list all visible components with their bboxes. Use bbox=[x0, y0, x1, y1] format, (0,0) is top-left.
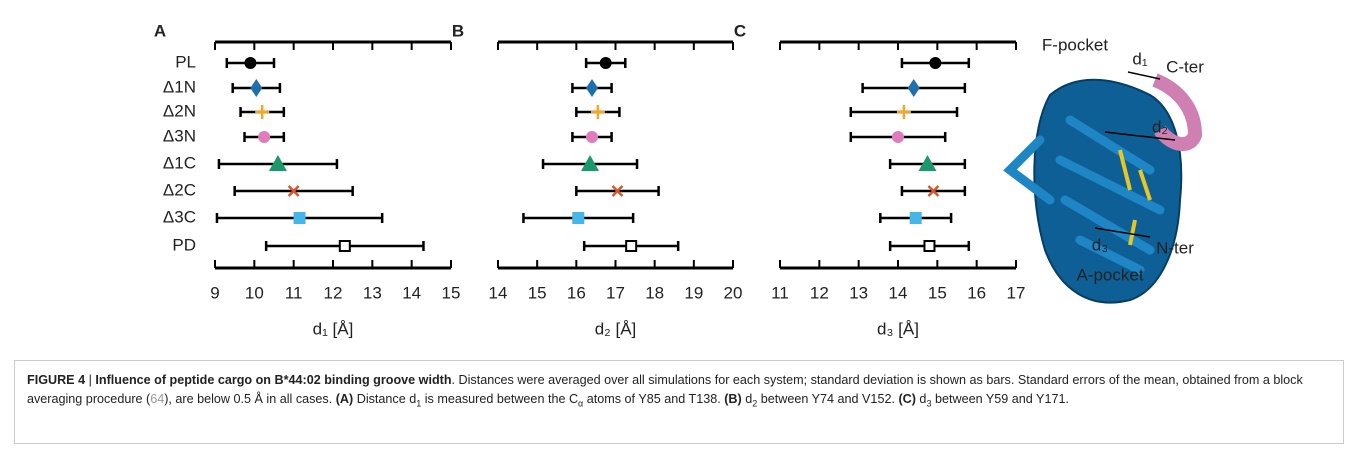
category-label: Δ1C bbox=[163, 153, 196, 172]
caption-run: ), are below 0.5 Å in all cases. bbox=[164, 392, 336, 406]
caption-run: | bbox=[85, 373, 96, 387]
x-tick-label: 15 bbox=[928, 283, 947, 302]
marker bbox=[590, 105, 605, 119]
marker bbox=[268, 155, 287, 171]
marker bbox=[909, 212, 922, 224]
x-axis-label: d₁ [Å] bbox=[313, 319, 354, 338]
structure-label: N-ter bbox=[1156, 238, 1194, 257]
caption-run: (C) bbox=[898, 392, 916, 406]
x-tick-label: 11 bbox=[285, 283, 303, 302]
x-tick-label: 14 bbox=[889, 283, 908, 302]
category-label: Δ1N bbox=[163, 77, 196, 96]
marker bbox=[244, 57, 257, 69]
x-tick-label: 19 bbox=[684, 283, 703, 302]
x-tick-label: 16 bbox=[567, 283, 586, 302]
caption: FIGURE 4 | Influence of peptide cargo on… bbox=[14, 360, 1344, 444]
marker bbox=[255, 105, 270, 119]
x-tick-label: 12 bbox=[324, 283, 343, 302]
caption-run: . Distances were averaged over all simul… bbox=[27, 373, 1303, 406]
caption-run: between Y74 and V152. bbox=[757, 392, 899, 406]
panel-label: C bbox=[734, 21, 746, 40]
category-label: Δ3C bbox=[163, 207, 196, 226]
protein-structure bbox=[1003, 71, 1203, 304]
x-tick-label: 15 bbox=[442, 283, 461, 302]
caption-run: between Y59 and Y171. bbox=[931, 392, 1069, 406]
marker bbox=[907, 79, 920, 97]
x-axis-label: d₂ [Å] bbox=[595, 319, 637, 338]
caption-run: 2 bbox=[752, 398, 758, 409]
structure-label: d₂ bbox=[1152, 117, 1168, 136]
caption-run: Influence of peptide cargo on B*44:02 bi… bbox=[95, 373, 452, 387]
x-tick-label: 14 bbox=[489, 283, 508, 302]
marker bbox=[338, 240, 351, 252]
structure-label: C-ter bbox=[1166, 57, 1204, 76]
marker bbox=[586, 79, 598, 97]
marker bbox=[892, 131, 904, 143]
x-tick-label: 9 bbox=[210, 283, 219, 302]
marker bbox=[581, 155, 600, 171]
x-tick-label: 16 bbox=[967, 283, 986, 302]
caption-run: 3 bbox=[926, 398, 932, 409]
caption-run: FIGURE 4 bbox=[27, 373, 86, 387]
marker bbox=[287, 185, 300, 197]
marker bbox=[250, 79, 263, 97]
marker bbox=[927, 185, 940, 197]
x-tick-label: 14 bbox=[402, 283, 421, 302]
structure-label: A-pocket bbox=[1076, 265, 1143, 284]
x-axis-label: d₃ [Å] bbox=[877, 319, 919, 338]
caption-run: Distance d bbox=[353, 392, 417, 406]
caption-run: d bbox=[915, 392, 927, 406]
structure-label: F-pocket bbox=[1042, 35, 1108, 54]
category-label: Δ3N bbox=[163, 126, 196, 145]
marker bbox=[599, 57, 612, 69]
category-label: Δ2N bbox=[163, 101, 196, 120]
caption-run: α bbox=[578, 398, 584, 409]
marker bbox=[918, 155, 937, 171]
caption-run: 1 bbox=[416, 398, 422, 409]
structure-label: d₁ bbox=[1132, 49, 1147, 68]
x-tick-label: 18 bbox=[645, 283, 664, 302]
x-tick-label: 17 bbox=[1007, 283, 1026, 302]
marker bbox=[293, 212, 306, 224]
caption-run: atoms of Y85 and T138. bbox=[583, 392, 725, 406]
marker bbox=[923, 240, 936, 252]
marker bbox=[611, 185, 624, 197]
figure: A 9 10 11 12 13 14 15 d₁ [Å] PL Δ1N Δ2N Δ3N Δ1C Δ2C Δ3C… bbox=[154, 21, 1204, 338]
category-label: Δ2C bbox=[163, 180, 196, 199]
x-tick-label: 17 bbox=[606, 283, 625, 302]
category-label: PL bbox=[175, 52, 196, 71]
caption-run: is measured between the C bbox=[421, 392, 579, 406]
x-tick-label: 11 bbox=[771, 283, 789, 302]
marker bbox=[625, 240, 638, 252]
category-label: PD bbox=[172, 235, 196, 254]
caption-run: 64 bbox=[150, 392, 165, 406]
marker bbox=[586, 131, 598, 143]
x-tick-label: 13 bbox=[849, 283, 868, 302]
caption-run: (B) bbox=[724, 392, 742, 406]
x-tick-label: 15 bbox=[528, 283, 547, 302]
x-tick-label: 10 bbox=[245, 283, 264, 302]
marker bbox=[572, 212, 585, 224]
x-tick-label: 13 bbox=[363, 283, 382, 302]
marker bbox=[258, 131, 271, 143]
caption-run: (A) bbox=[335, 392, 354, 406]
marker bbox=[896, 105, 911, 119]
panel-label: B bbox=[452, 21, 464, 40]
marker bbox=[929, 57, 942, 69]
caption-run: d bbox=[741, 392, 753, 406]
x-tick-label: 20 bbox=[724, 283, 743, 302]
x-tick-label: 12 bbox=[810, 283, 829, 302]
structure-label: d₃ bbox=[1092, 235, 1108, 254]
panel-label: A bbox=[154, 21, 166, 40]
